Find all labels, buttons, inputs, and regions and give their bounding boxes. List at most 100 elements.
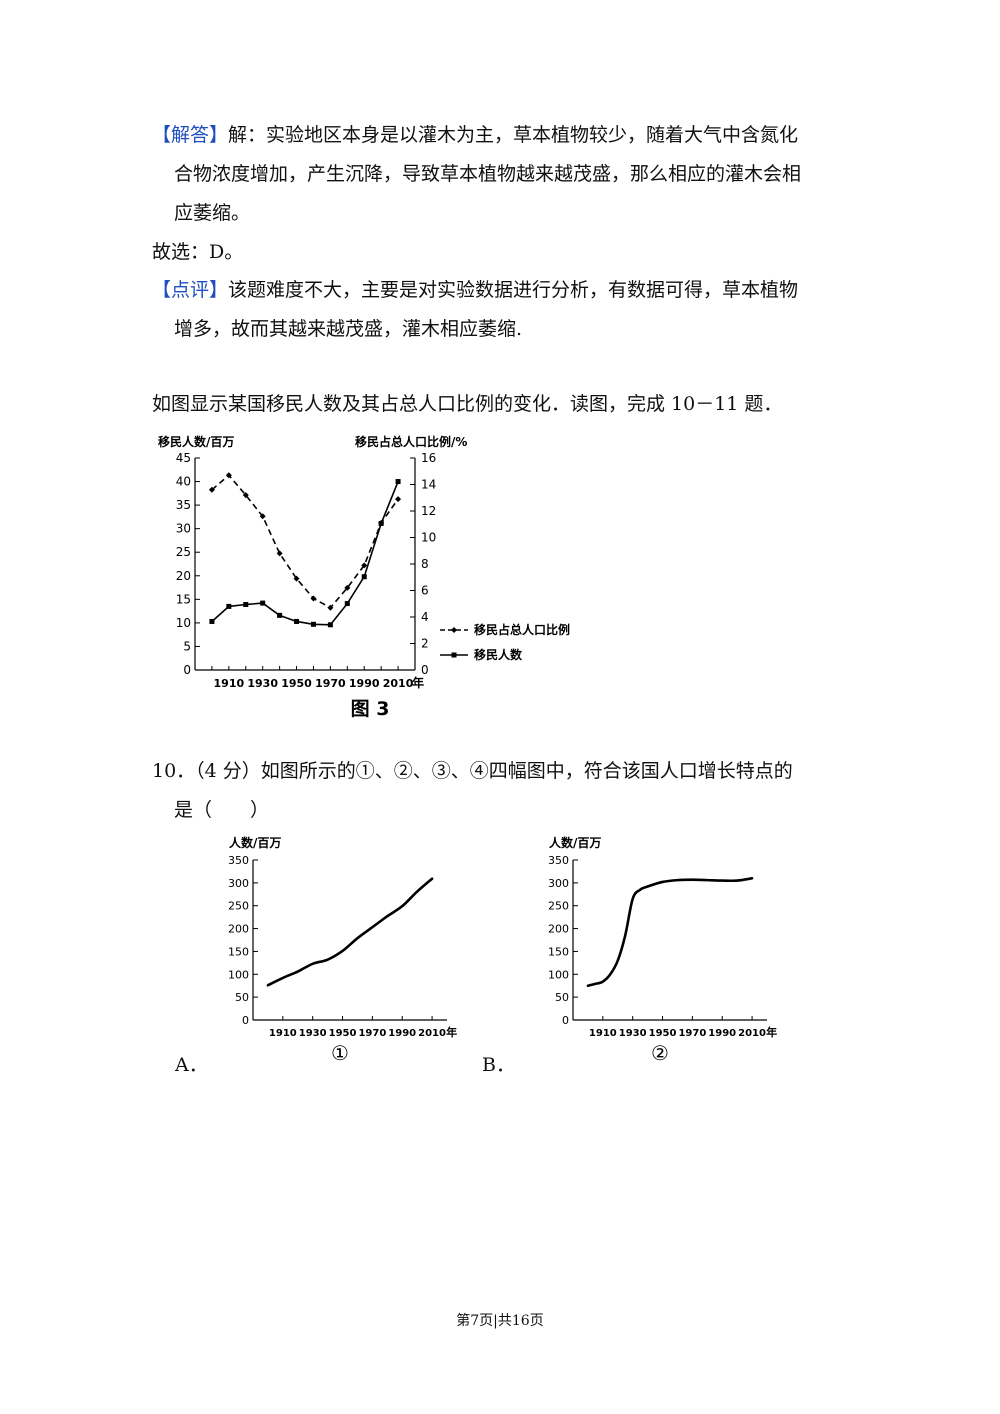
y-tick-label: 150 [228,945,249,958]
question-10: 10．（4 分）如图所示的①、②、③、④四幅图中，符合该国人口增长特点的 是（ … [152,752,872,830]
answer-line-3: 应萎缩。 [174,202,251,224]
data-point-ratio [293,575,300,582]
left-tick-label: 15 [176,592,191,606]
data-point-ratio [225,472,232,479]
data-point-ratio [327,604,334,611]
x-tick-label: 2010 [418,1028,446,1039]
population-curve [266,877,434,987]
series-line-1 [211,474,399,609]
y-tick-label: 300 [228,877,249,890]
left-tick-label: 35 [176,498,191,512]
left-tick-label: 0 [183,663,191,677]
y-axis-label: 人数/百万 [549,835,601,850]
comment-paragraph: 【点评】该题难度不大，主要是对实验数据进行分析，有数据可得，草本植物 增多，故而… [152,271,852,349]
right-tick-label: 0 [421,663,429,677]
x-tick-label: 1910 [269,1028,297,1039]
data-point-ratio [242,492,249,499]
legend-marker-ratio [451,627,457,633]
right-tick-label: 16 [421,451,436,465]
x-axis-unit: 年 [766,1025,777,1039]
data-point-ratio [361,562,368,569]
left-tick-label: 20 [176,569,191,583]
page-footer: 第7页|共16页 [456,1313,544,1329]
data-point-ratio [208,486,215,493]
x-tick-label: 1990 [349,677,380,690]
y-tick-label: 200 [548,923,569,936]
data-point-count [395,479,401,485]
y-tick-label: 0 [242,1014,249,1027]
y-tick-label: 250 [228,900,249,913]
x-tick-label: 1990 [708,1028,736,1039]
right-tick-label: 4 [421,610,429,624]
y-tick-label: 300 [548,877,569,890]
data-point-count [310,621,316,627]
x-tick-label: 1950 [281,677,312,690]
right-tick-label: 2 [421,637,429,651]
population-curve [586,876,754,988]
data-point-count [243,602,249,608]
data-point-count [277,612,283,618]
x-tick-label: 1950 [329,1028,357,1039]
question-line-2: 是（ ） [174,799,270,821]
left-tick-label: 5 [183,639,191,653]
data-point-count [327,622,333,628]
x-tick-label: 2010 [738,1028,766,1039]
x-tick-label: 1970 [678,1028,706,1039]
right-tick-label: 14 [421,478,436,492]
x-tick-label: 1930 [619,1028,647,1039]
intro-text: 如图显示某国移民人数及其占总人口比例的变化．读图，完成 10－11 题． [152,393,783,415]
y-tick-label: 50 [235,991,249,1004]
answer-tag: 【解答】 [152,124,229,146]
x-axis-unit: 年 [412,675,424,690]
figure-3-chart: 移民人数/百万 移民占总人口比例/% 0 5 10 15 20 25 30 35 40 45 0 2 4 6 8… [158,434,570,720]
data-point-ratio [310,595,317,602]
data-point-count [209,618,215,624]
data-point-count [294,618,300,624]
data-point-ratio [259,513,266,520]
choice-line: 故选：D。 [152,241,244,263]
chart-number-label: ② [651,1041,669,1065]
data-point-count [361,574,367,580]
x-tick-label: 1950 [649,1028,677,1039]
chart-number-label: ① [331,1041,349,1065]
data-point-count [344,601,350,607]
legend-label-ratio: 移民占总人口比例 [474,622,570,637]
answer-paragraph: 【解答】解：实验地区本身是以灌木为主，草本植物较少，随着大气中含氮化 合物浓度增… [152,116,852,233]
right-tick-label: 6 [421,584,429,598]
answer-line-2: 合物浓度增加，产生沉降，导致草本植物越来越茂盛，那么相应的灌木会相 [174,163,802,185]
x-tick-label: 1970 [358,1028,386,1039]
x-tick-label: 2010 [383,677,414,690]
left-tick-label: 30 [176,522,191,536]
left-tick-label: 40 [176,475,191,489]
y-tick-label: 250 [548,900,569,913]
x-tick-label: 1930 [247,677,278,690]
y-tick-label: 100 [228,968,249,981]
y-tick-label: 350 [548,854,569,867]
x-axis-unit: 年 [446,1025,457,1039]
y-tick-label: 100 [548,968,569,981]
data-point-count [226,603,232,609]
option-a-label: A． [175,1054,208,1076]
legend-label-count: 移民人数 [474,647,523,662]
data-point-ratio [276,550,283,557]
left-tick-label: 10 [176,616,191,630]
y-tick-label: 150 [548,945,569,958]
y-axis-label: 人数/百万 [229,835,281,850]
data-point-ratio [395,496,402,503]
x-tick-label: 1930 [299,1028,327,1039]
question-line-1: 10．（4 分）如图所示的①、②、③、④四幅图中，符合该国人口增长特点的 [152,760,793,782]
y-tick-label: 50 [555,991,569,1004]
legend-marker-count [451,652,457,658]
comment-tag: 【点评】 [152,279,229,301]
left-tick-label: 45 [176,451,191,465]
right-axis-label: 移民占总人口比例/% [355,434,467,449]
series-line-2 [211,481,399,626]
y-tick-label: 0 [562,1014,569,1027]
right-tick-label: 12 [421,504,436,518]
right-tick-label: 10 [421,531,436,545]
figure-caption: 图 3 [351,698,390,720]
x-tick-label: 1990 [388,1028,416,1039]
answer-text: 解：实验地区本身是以灌木为主，草本植物较少，随着大气中含氮化 [228,124,799,146]
